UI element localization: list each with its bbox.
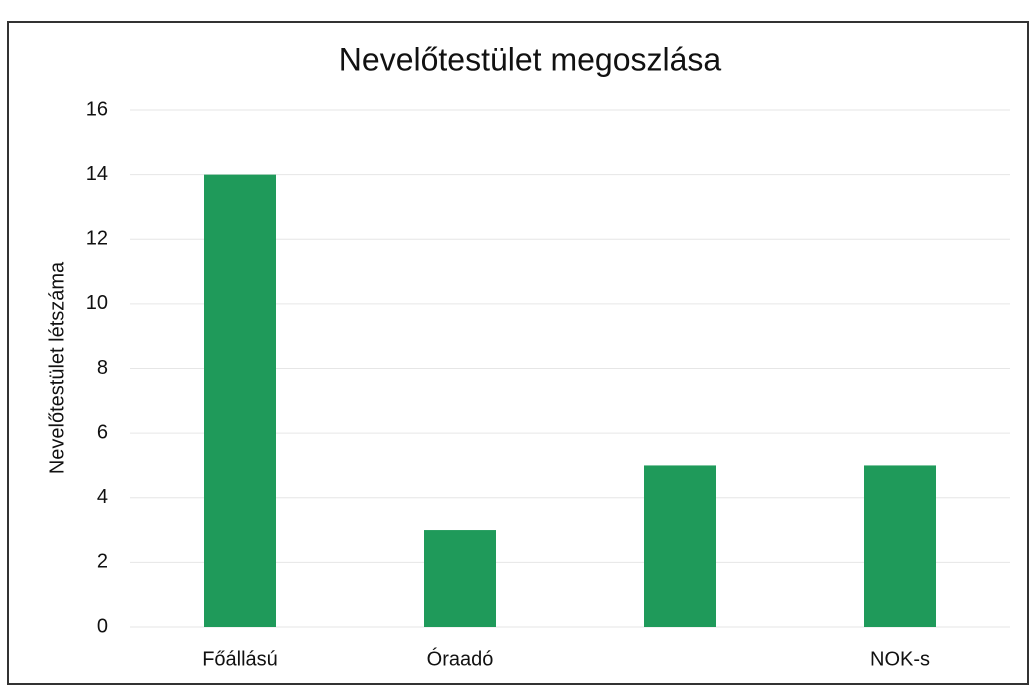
y-tick-label: 4: [97, 486, 108, 508]
x-tick-label: Óraadó: [427, 647, 494, 670]
y-tick-label: 0: [97, 615, 108, 637]
chart-frame: [7, 21, 1029, 685]
y-tick-label: 12: [86, 228, 108, 250]
bar: [204, 174, 276, 627]
x-tick-label: Főállású: [202, 648, 278, 670]
y-tick-label: 14: [86, 163, 108, 185]
x-tick-label: NOK-s: [870, 648, 930, 670]
bar: [424, 530, 496, 627]
y-tick-label: 6: [97, 421, 108, 443]
y-tick-label: 8: [97, 357, 108, 379]
y-axis-label: Nevelőtestület létszáma: [46, 261, 68, 474]
chart-title: Nevelőtestület megoszlása: [339, 41, 722, 77]
bar: [644, 465, 716, 627]
y-tick-label: 2: [97, 551, 108, 573]
bar: [864, 465, 936, 627]
y-tick-label: 16: [86, 98, 108, 120]
y-tick-label: 10: [86, 292, 108, 314]
